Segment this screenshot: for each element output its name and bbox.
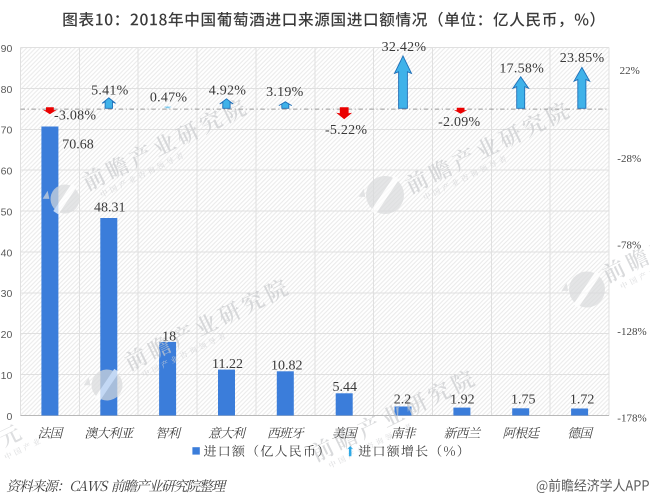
svg-text:-5.22%: -5.22%	[325, 123, 367, 138]
svg-text:3.19%: 3.19%	[266, 85, 304, 100]
svg-text:48.31: 48.31	[94, 201, 126, 216]
svg-text:10.82: 10.82	[271, 359, 303, 374]
svg-text:22%: 22%	[620, 65, 640, 77]
svg-text:90: 90	[1, 43, 13, 55]
svg-text:-28%: -28%	[617, 153, 641, 165]
svg-text:17.58%: 17.58%	[499, 62, 544, 77]
svg-text:-128%: -128%	[617, 326, 646, 338]
svg-text:10: 10	[1, 370, 13, 382]
svg-text:-78%: -78%	[617, 239, 641, 251]
svg-text:2.2: 2.2	[394, 392, 412, 407]
svg-text:1.75: 1.75	[511, 393, 536, 408]
svg-text:0: 0	[6, 411, 12, 423]
svg-text:60: 60	[1, 166, 13, 178]
svg-text:5.44: 5.44	[332, 380, 357, 395]
svg-text:-2.09%: -2.09%	[438, 115, 480, 130]
svg-text:70.68: 70.68	[62, 137, 94, 152]
svg-text:-178%: -178%	[617, 412, 646, 424]
svg-text:-3.08%: -3.08%	[54, 109, 96, 124]
svg-text:23.85%: 23.85%	[560, 51, 605, 66]
svg-text:50: 50	[1, 207, 13, 219]
svg-text:5.41%: 5.41%	[91, 84, 129, 99]
svg-text:40: 40	[1, 247, 13, 259]
svg-text:0.47%: 0.47%	[150, 91, 188, 106]
svg-text:80: 80	[1, 84, 13, 96]
svg-text:20: 20	[1, 329, 13, 341]
svg-text:30: 30	[1, 288, 13, 300]
svg-text:1.92: 1.92	[450, 393, 475, 408]
svg-text:70: 70	[1, 125, 13, 137]
svg-text:4.92%: 4.92%	[209, 84, 247, 99]
svg-text:1.72: 1.72	[570, 393, 595, 408]
svg-text:11.22: 11.22	[212, 357, 243, 372]
svg-text:18: 18	[162, 329, 176, 344]
svg-text:32.42%: 32.42%	[382, 40, 427, 55]
